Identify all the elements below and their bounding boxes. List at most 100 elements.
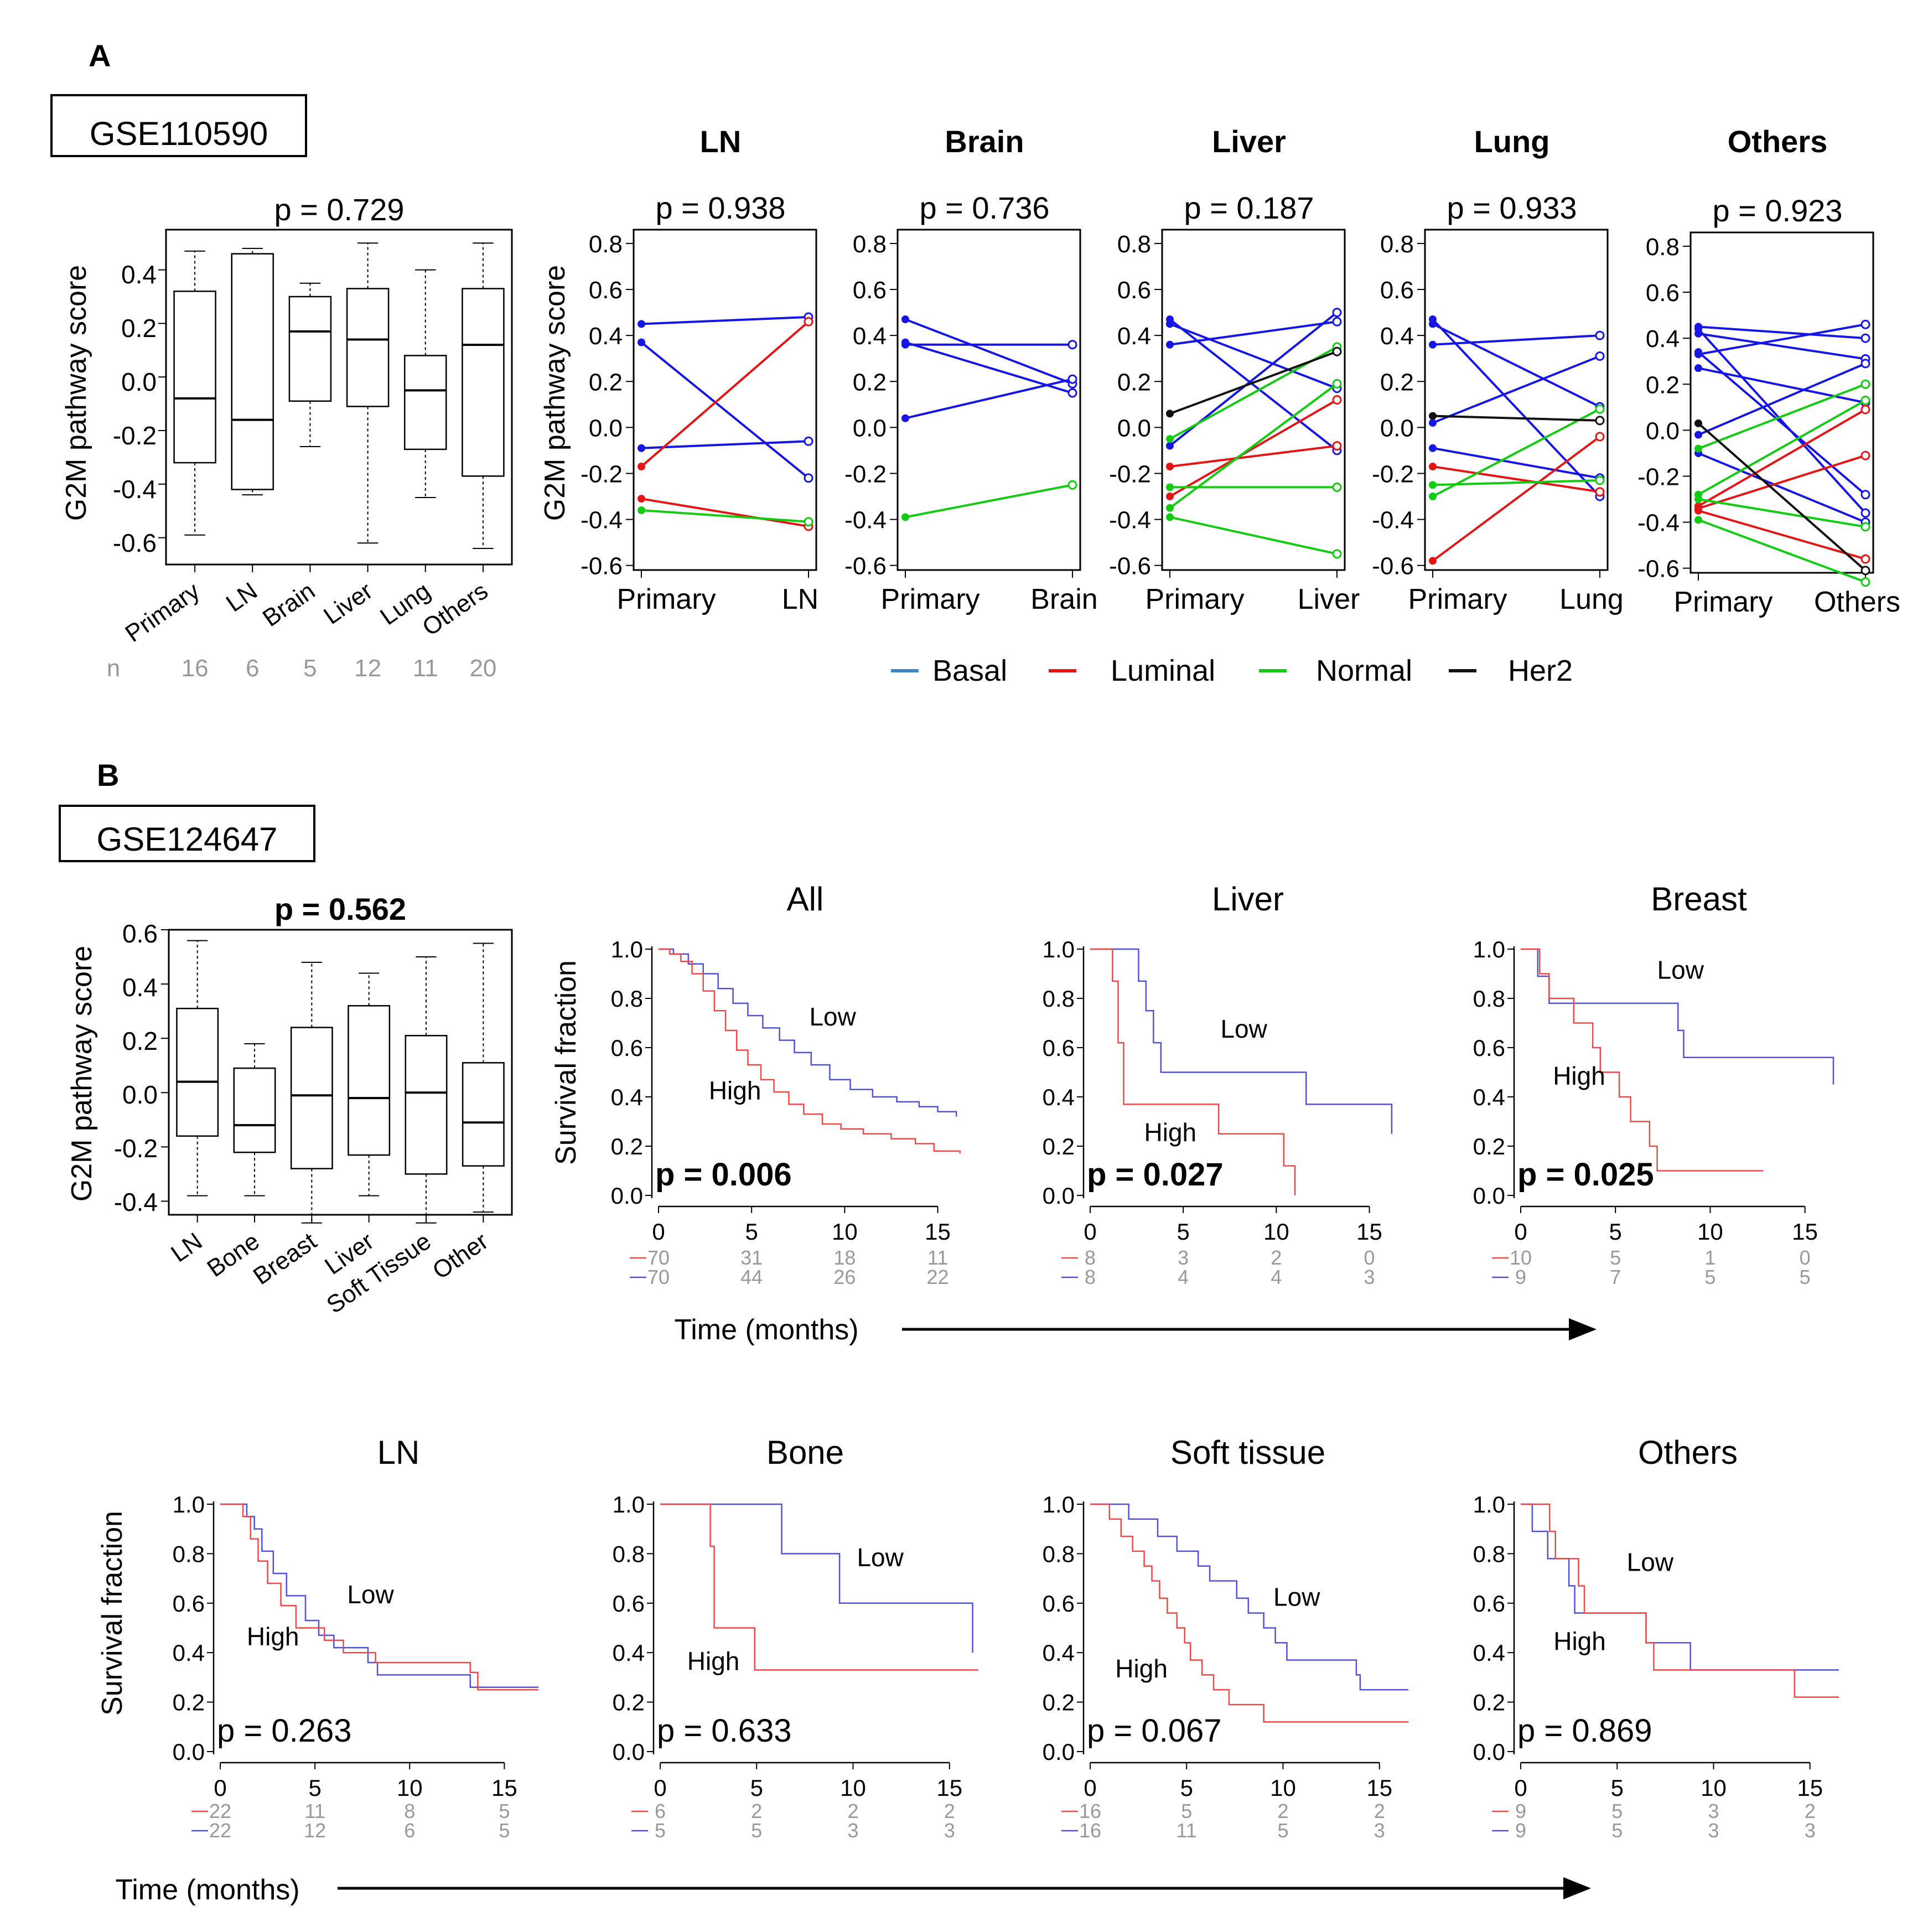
pair-point-primary [1429,557,1437,565]
box-body [348,1005,391,1156]
time-label-top: Time (months) [674,1314,858,1346]
y-tick-label: 0.4 [853,323,887,350]
km-pvalue: p = 0.006 [655,1157,792,1193]
survival-plots: All1.00.80.60.40.20.00707053144101826151… [173,880,1839,1842]
y-tick-label: 0.2 [1473,1133,1505,1159]
pair-point-metastasis [1860,319,1870,329]
km-low-label: Low [1220,1014,1267,1043]
pair-point-metastasis [1332,549,1342,559]
km-low-label: Low [347,1580,394,1609]
risk-count-high: 11 [927,1246,948,1269]
risk-count-high: 2 [1374,1800,1385,1822]
paired-plot-pvalue: p = 0.923 [1712,193,1842,228]
pair-line-basal [1697,351,1867,496]
pair-point-metastasis [1332,317,1342,327]
n-count: 6 [246,655,259,682]
risk-count-high: 70 [647,1246,670,1269]
pair-point-primary [1429,481,1437,489]
pair-line-luminal [1169,444,1338,468]
km-pvalue: p = 0.027 [1087,1157,1224,1193]
x-tick-label: 15 [491,1775,517,1801]
x-tick-label: Primary [880,583,979,615]
km-ylabel-top: Survival fraction [550,960,582,1165]
y-tick-label: 0.8 [1380,231,1414,258]
x-tick-label: Primary [1145,583,1244,615]
y-tick-label: 0.4 [1473,1640,1505,1666]
y-tick-label: 0.0 [1473,1739,1505,1765]
y-tick-label: 0.8 [853,231,887,258]
pair-point-primary [1694,364,1702,372]
risk-count-high: 11 [304,1800,325,1822]
paired-plot-pvalue: p = 0.938 [655,190,785,225]
risk-count-high: 0 [1364,1246,1375,1269]
x-tick-label: 10 [840,1775,866,1801]
pair-point-primary [638,495,645,503]
risk-count-high: 2 [944,1800,955,1822]
x-tick-label: Primary [1408,583,1507,615]
pair-line-basal [641,440,809,449]
pair-point-metastasis [1595,432,1605,442]
y-tick-label: -0.4 [1372,507,1414,534]
time-label-bottom: Time (months) [115,1874,299,1906]
dataset-label-b: GSE124647 [97,821,278,858]
risk-count-high: 10 [1510,1246,1532,1269]
km-high-label: High [1115,1654,1168,1683]
y-tick-label: 0.6 [1380,277,1414,304]
y-tick-label: 0.6 [853,277,887,304]
y-tick-label: 0.4 [589,323,623,350]
paired-plots: G2M pathway score LN p = 0.938 0.8 0.6 0.4 0.… [539,124,1900,618]
x-tick-label: Primary [616,583,716,615]
risk-count-high: 22 [209,1800,231,1822]
km-curve-low [660,1503,973,1653]
pair-line-luminal [1697,408,1867,507]
pair-point-primary [1429,444,1437,452]
km-ylabel-bottom: Survival fraction [96,1511,128,1716]
km-curve-high [1090,948,1296,1195]
plot-frame [1424,229,1609,571]
paired-plot-ln: LN p = 0.938 0.8 0.6 0.4 0.2 0.0 -0.2 -0.4 -0.6 Pr… [581,124,818,615]
plot-frame [1689,231,1874,574]
risk-count-low: 3 [1364,1266,1375,1288]
pair-point-primary [1694,329,1702,338]
risk-count-high: 6 [655,1800,666,1822]
risk-count-high: 16 [1079,1800,1101,1822]
y-tick-label: 0.2 [589,369,623,396]
km-pvalue: p = 0.025 [1517,1157,1654,1193]
y-tick-label: 0.0 [1380,415,1414,442]
boxplot-a-ytick-label: 0.2 [121,314,157,343]
pair-line-luminal [641,498,809,528]
y-tick-label: 0.8 [1473,1541,1505,1567]
x-tick-label: 10 [397,1775,423,1801]
pair-line-basal [1698,332,1866,360]
risk-count-high: 2 [1277,1800,1288,1822]
panel-a-letter: A [89,38,111,73]
pair-point-primary [901,414,909,422]
pair-point-metastasis [1332,482,1342,492]
km-high-label: High [247,1622,299,1651]
km-pvalue: p = 0.633 [657,1713,792,1749]
y-tick-label: 0.0 [611,1183,643,1209]
y-tick-label: 0.6 [1473,1591,1505,1617]
paired-plot-lung: Lung p = 0.933 0.8 0.6 0.4 0.2 0.0 -0.2 -0.4 -0.6… [1372,124,1624,615]
km-plot-title: Soft tissue [1170,1434,1325,1471]
y-tick-label: 0.8 [1646,234,1680,261]
x-tick-label: 10 [1701,1775,1727,1801]
y-tick-label: 0.0 [1043,1739,1075,1765]
boxplot-a-ytick-label: -0.4 [113,475,157,504]
box-body [288,296,332,402]
risk-count-low: 3 [1374,1819,1385,1842]
x-tick-label: 5 [750,1775,763,1801]
km-curve-high [660,1503,978,1671]
pair-point-metastasis [1860,522,1870,532]
risk-count-low: 3 [944,1819,955,1842]
x-tick-label: 10 [1263,1219,1289,1245]
x-tick-label: 0 [1084,1775,1096,1801]
risk-count-low: 5 [1611,1819,1623,1842]
paired-plot-others: Others p = 0.923 0.8 0.6 0.4 0.2 0.0 -0.2 -0.4 -0… [1637,124,1900,618]
x-tick-label: 0 [652,1219,665,1245]
y-tick-label: 0.6 [173,1591,205,1617]
km-plot-title: Others [1638,1434,1738,1471]
boxplot-a-ytick-label: -0.2 [113,421,157,450]
y-tick-label: 0.2 [613,1690,645,1716]
paired-ylabel: G2M pathway score [539,265,571,521]
